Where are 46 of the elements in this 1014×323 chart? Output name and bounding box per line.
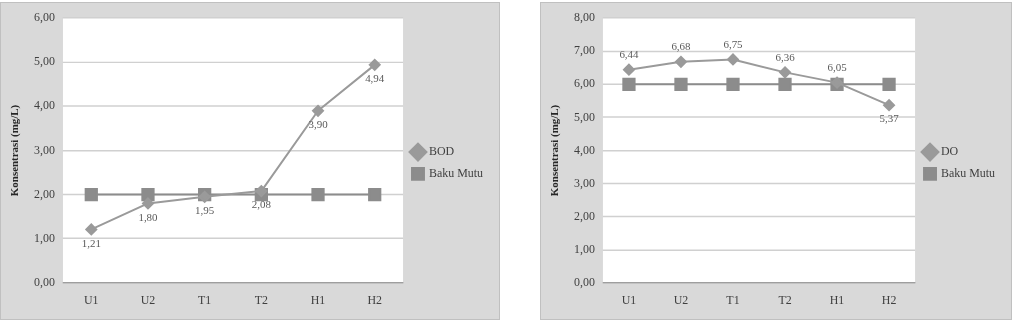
y-tick-label: 6,00 bbox=[34, 10, 56, 25]
data-label: 3,90 bbox=[308, 118, 329, 131]
data-label: 6,68 bbox=[671, 40, 692, 53]
x-tick-label: U2 bbox=[673, 293, 689, 308]
data-label: 6,36 bbox=[775, 50, 796, 63]
data-label: 2,08 bbox=[251, 198, 272, 211]
data-label: 5,37 bbox=[879, 112, 900, 125]
data-label: 6,75 bbox=[723, 37, 744, 50]
y-tick-label: 4,00 bbox=[574, 142, 595, 157]
x-tick-label: H2 bbox=[367, 293, 383, 308]
y-tick-label: 3,00 bbox=[34, 142, 56, 157]
x-tick-label: T2 bbox=[254, 293, 269, 308]
data-label: 6,05 bbox=[827, 61, 848, 74]
legend-label: Baku Mutu bbox=[940, 166, 996, 181]
data-label: 6,44 bbox=[619, 48, 640, 61]
legend-label: DO bbox=[940, 144, 959, 159]
data-label: 1,80 bbox=[138, 210, 159, 223]
y-tick-label: 8,00 bbox=[574, 10, 595, 25]
x-tick-label: U2 bbox=[140, 293, 156, 308]
x-tick-label: U1 bbox=[621, 293, 637, 308]
data-label: 4,94 bbox=[365, 72, 385, 85]
y-axis-title: Konsentrasi (mg/L) bbox=[548, 104, 562, 197]
x-tick-label: T1 bbox=[726, 293, 740, 308]
y-tick-label: 7,00 bbox=[574, 43, 595, 58]
y-tick-label: 6,00 bbox=[574, 76, 595, 91]
y-tick-label: 3,00 bbox=[574, 175, 595, 190]
x-tick-label: H1 bbox=[829, 293, 845, 308]
data-label: 1,95 bbox=[195, 204, 215, 217]
y-tick-label: 2,00 bbox=[34, 186, 56, 201]
x-tick-label: H2 bbox=[881, 293, 897, 308]
x-tick-label: T2 bbox=[778, 293, 792, 308]
y-axis-title: Konsentrasi (mg/L) bbox=[8, 104, 22, 197]
data-label: 1,21 bbox=[81, 236, 101, 249]
y-tick-label: 1,00 bbox=[34, 230, 56, 245]
y-tick-label: 4,00 bbox=[34, 98, 56, 113]
y-tick-label: 1,00 bbox=[574, 241, 595, 256]
y-tick-label: 0,00 bbox=[34, 274, 56, 289]
y-tick-label: 5,00 bbox=[574, 109, 595, 124]
y-tick-label: 2,00 bbox=[574, 208, 595, 223]
y-tick-label: 0,00 bbox=[574, 274, 595, 289]
y-tick-label: 5,00 bbox=[34, 54, 56, 69]
legend-label: BOD bbox=[428, 144, 455, 159]
x-tick-label: U1 bbox=[84, 293, 99, 308]
legend-label: Baku Mutu bbox=[428, 166, 484, 181]
x-tick-label: H1 bbox=[310, 293, 326, 308]
x-tick-label: T1 bbox=[198, 293, 212, 308]
